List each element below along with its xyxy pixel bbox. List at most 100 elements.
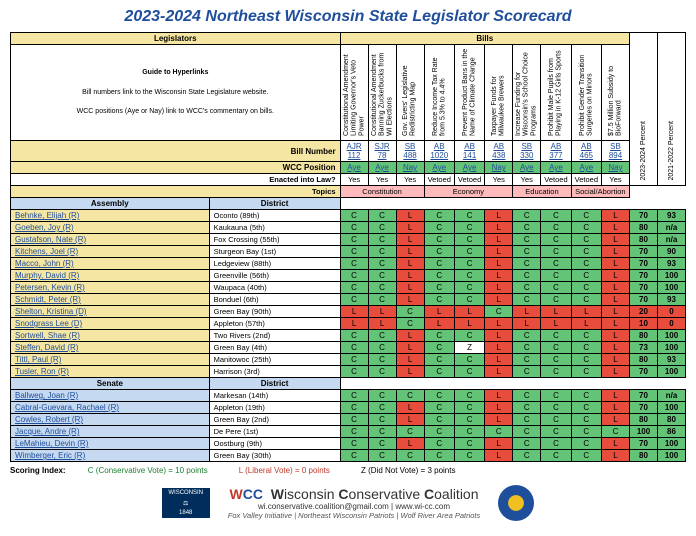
- pct-2023-cell: 70: [630, 210, 658, 222]
- vote-cell: C: [424, 270, 454, 282]
- vote-cell: C: [368, 210, 396, 222]
- vote-cell: L: [424, 318, 454, 330]
- vote-cell: L: [602, 270, 630, 282]
- wisconsin-flag-icon: WISCONSIN ⚖ 1848: [162, 488, 210, 518]
- legislator-link[interactable]: Tusler, Ron (R): [15, 367, 69, 376]
- vote-cell: L: [396, 402, 424, 414]
- district-cell: Bonduel (6th): [209, 294, 340, 306]
- legislator-link[interactable]: Behnke, Elijah (R): [15, 211, 79, 220]
- enacted-9: Yes: [602, 174, 630, 186]
- legislator-link[interactable]: Shelton, Kristina (D): [15, 307, 87, 316]
- wccpos-2[interactable]: Nay: [403, 163, 417, 172]
- legislator-link[interactable]: Tittl, Paul (R): [15, 355, 61, 364]
- vote-cell: C: [571, 354, 601, 366]
- billnum-2[interactable]: SB 488: [403, 142, 416, 160]
- vote-cell: C: [424, 426, 454, 438]
- pct-2023-cell: 70: [630, 402, 658, 414]
- billnum-6[interactable]: SB 330: [520, 142, 533, 160]
- vote-cell: L: [571, 306, 601, 318]
- legislator-link[interactable]: Sortwell, Shae (R): [15, 331, 80, 340]
- pct-2023-cell: 70: [630, 258, 658, 270]
- legislator-link[interactable]: Jacque, Andre (R): [15, 427, 79, 436]
- billnum-8[interactable]: AB 465: [580, 142, 593, 160]
- district-cell: Oostburg (9th): [209, 438, 340, 450]
- vote-cell: C: [368, 234, 396, 246]
- billnum-7[interactable]: AB 377: [549, 142, 562, 160]
- vote-cell: C: [340, 414, 368, 426]
- district-cell: Ledgeview (88th): [209, 258, 340, 270]
- billnum-4[interactable]: AB 141: [463, 142, 476, 160]
- vote-cell: C: [541, 330, 571, 342]
- legislator-link[interactable]: Kitchens, Joel (R): [15, 247, 78, 256]
- legislator-link[interactable]: Murphy, David (R): [15, 271, 79, 280]
- enacted-1: Yes: [368, 174, 396, 186]
- bill-title-5: Taxpayer Funds for Milwaukee Brewers: [491, 47, 506, 136]
- legislator-link[interactable]: Macco, John (R): [15, 259, 74, 268]
- vote-cell: L: [602, 354, 630, 366]
- vote-cell: C: [513, 354, 541, 366]
- vote-cell: C: [571, 246, 601, 258]
- wccpos-5[interactable]: Nay: [492, 163, 506, 172]
- vote-cell: C: [513, 210, 541, 222]
- vote-cell: C: [368, 270, 396, 282]
- vote-cell: C: [513, 426, 541, 438]
- wccpos-0[interactable]: Aye: [347, 163, 361, 172]
- wccpos-8[interactable]: Aye: [580, 163, 594, 172]
- legislator-link[interactable]: Snodgrass Lee (D): [15, 319, 82, 328]
- vote-cell: C: [571, 450, 601, 462]
- wccpos-4[interactable]: Aye: [463, 163, 477, 172]
- legislator-link[interactable]: Cowles, Robert (R): [15, 415, 83, 424]
- vote-cell: C: [602, 426, 630, 438]
- district-cell: Green Bay (30th): [209, 450, 340, 462]
- vote-cell: C: [368, 366, 396, 378]
- district-cell: Sturgeon Bay (1st): [209, 246, 340, 258]
- vote-cell: L: [513, 318, 541, 330]
- wccpos-3[interactable]: Aye: [432, 163, 446, 172]
- vote-cell: C: [368, 246, 396, 258]
- billnum-0[interactable]: AJR 112: [347, 142, 362, 160]
- pct-2023-cell: 10: [630, 318, 658, 330]
- legislator-link[interactable]: Ballweg, Joan (R): [15, 391, 78, 400]
- district-cell: Fox Crossing (55th): [209, 234, 340, 246]
- vote-cell: L: [602, 390, 630, 402]
- billnum-9[interactable]: SB 894: [609, 142, 622, 160]
- legislator-link[interactable]: Cabral-Guevara, Rachael (R): [15, 403, 119, 412]
- legislator-name: Sortwell, Shae (R): [11, 330, 210, 342]
- bill-title-6: Increase Funding for Wisconsin's School …: [515, 47, 538, 136]
- vote-cell: C: [424, 390, 454, 402]
- wccpos-9[interactable]: Nay: [608, 163, 622, 172]
- section-assembly: Assembly: [11, 198, 210, 210]
- vote-cell: L: [485, 450, 513, 462]
- vote-cell: C: [571, 414, 601, 426]
- pct-2021-cell: 0: [658, 318, 686, 330]
- vote-cell: C: [340, 282, 368, 294]
- vote-cell: L: [485, 246, 513, 258]
- district-cell: Appleton (19th): [209, 402, 340, 414]
- legislator-link[interactable]: LeMahieu, Devin (R): [15, 439, 88, 448]
- billnum-1[interactable]: SJR 78: [375, 142, 390, 160]
- vote-cell: L: [485, 258, 513, 270]
- wccpos-6[interactable]: Aye: [520, 163, 534, 172]
- footer-email: wi.conservative.coalition@gmail.com | ww…: [228, 502, 481, 511]
- wccpos-7[interactable]: Aye: [549, 163, 563, 172]
- vote-cell: C: [454, 330, 484, 342]
- legislator-link[interactable]: Wimberger, Eric (R): [15, 451, 85, 460]
- vote-cell: C: [424, 342, 454, 354]
- vote-cell: C: [571, 210, 601, 222]
- bill-title-3: Reduce Income Tax Rate from 5.3% to 4.4%: [432, 47, 447, 136]
- legislator-link[interactable]: Schmidt, Peter (R): [15, 295, 81, 304]
- vote-cell: C: [571, 258, 601, 270]
- billnum-3[interactable]: AB 1020: [430, 142, 448, 160]
- vote-cell: L: [602, 330, 630, 342]
- billnum-5[interactable]: AB 438: [492, 142, 505, 160]
- wccpos-1[interactable]: Aye: [375, 163, 389, 172]
- legislator-link[interactable]: Gustafson, Nate (R): [15, 235, 86, 244]
- vote-cell: L: [485, 210, 513, 222]
- label-enacted: Enacted into Law?: [11, 174, 341, 186]
- vote-cell: C: [485, 306, 513, 318]
- legislator-link[interactable]: Steffen, David (R): [15, 343, 78, 352]
- legislator-link[interactable]: Goeben, Joy (R): [15, 223, 74, 232]
- vote-cell: C: [424, 366, 454, 378]
- pct-2023-cell: 80: [630, 450, 658, 462]
- legislator-link[interactable]: Petersen, Kevin (R): [15, 283, 85, 292]
